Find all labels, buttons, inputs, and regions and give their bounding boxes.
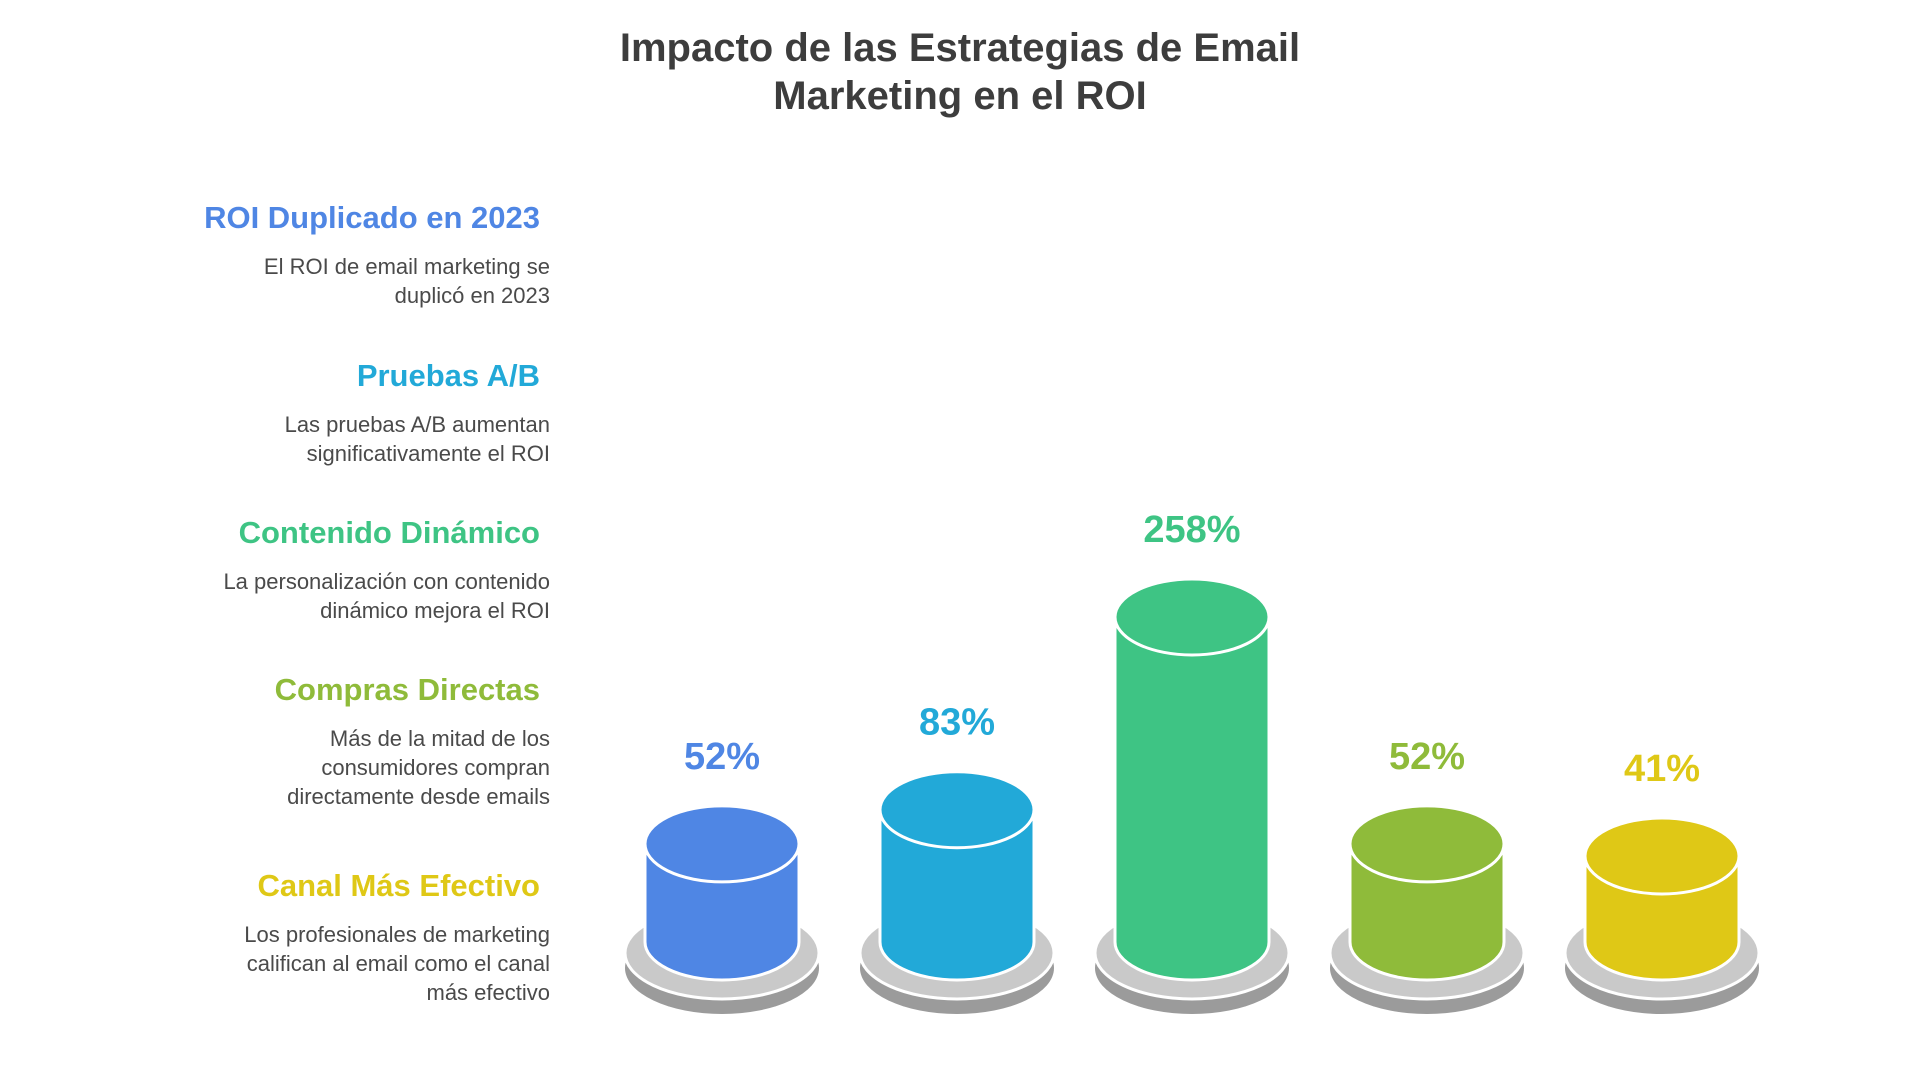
legend-item-roi-duplicado: ROI Duplicado en 2023 El ROI de email ma… — [120, 200, 550, 310]
bar-body — [878, 808, 1036, 982]
legend-description: Los profesionales de marketing califican… — [244, 922, 550, 1005]
chart-title-line-1: Impacto de las Estrategias de Email — [619, 26, 1301, 70]
legend-title: Contenido Dinámico — [238, 515, 540, 550]
bar-top — [1583, 816, 1741, 896]
legend-item-compras-directas: Compras Directas Más de la mitad de los … — [120, 672, 550, 811]
bar-value-label: 52% — [1389, 736, 1465, 778]
bar-value-label: 52% — [684, 736, 760, 778]
legend-item-contenido-dinamico: Contenido Dinámico La personalización co… — [120, 515, 550, 625]
bar-3: 258% — [1093, 509, 1291, 1014]
bar-1: 52% — [623, 736, 821, 1014]
bar-4: 52% — [1328, 736, 1526, 1014]
bar-body — [1113, 615, 1271, 982]
bar-top — [878, 770, 1036, 850]
legend-item-canal-efectivo: Canal Más Efectivo Los profesionales de … — [120, 868, 550, 1007]
legend-item-pruebas-ab: Pruebas A/B Las pruebas A/B aumentan sig… — [120, 358, 550, 468]
legend-title: Canal Más Efectivo — [257, 868, 540, 903]
bar-5: 41% — [1563, 748, 1761, 1014]
bar-value-label: 83% — [919, 702, 995, 744]
bar-2: 83% — [858, 702, 1056, 1014]
legend-description: La personalización con contenido dinámic… — [223, 569, 550, 623]
legend-description: El ROI de email marketing se duplicó en … — [263, 254, 550, 308]
legend-description: Las pruebas A/B aumentan significativame… — [284, 412, 550, 466]
bar-top — [1348, 804, 1506, 884]
legend-title: ROI Duplicado en 2023 — [204, 200, 540, 235]
chart-title: Impacto de las Estrategias de Email Mark… — [560, 24, 1360, 120]
chart-title-line-2: Marketing en el ROI — [773, 74, 1147, 118]
bar-top — [643, 804, 801, 884]
bar-value-label: 258% — [1143, 509, 1240, 551]
legend-title: Compras Directas — [274, 672, 540, 707]
legend-description: Más de la mitad de los consumidores comp… — [287, 726, 550, 809]
legend-title: Pruebas A/B — [356, 358, 540, 393]
bar-top — [1113, 577, 1271, 657]
bar-value-label: 41% — [1624, 748, 1700, 790]
